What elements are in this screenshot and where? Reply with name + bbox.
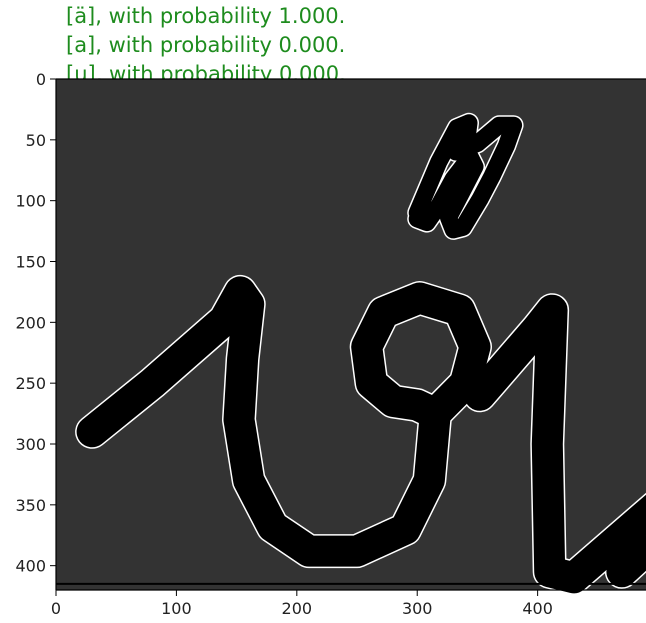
y-tick-label: 200 [15, 313, 46, 332]
letter-stroke-right [464, 294, 646, 594]
axes: 0 100 200 300 400 0 50 100 150 200 250 300 350 400 [15, 70, 646, 618]
y-tick-label: 100 [15, 192, 46, 211]
y-tick-label: 0 [36, 70, 46, 89]
y-tick-label: 150 [15, 253, 46, 272]
x-tick-label: 200 [282, 599, 313, 618]
y-tick-label: 50 [26, 131, 46, 150]
diacritic-stroke [408, 114, 523, 239]
x-tick-label: 0 [51, 599, 61, 618]
letter-loop [351, 282, 491, 430]
y-tick-label: 350 [15, 496, 46, 515]
y-tick-label: 300 [15, 435, 46, 454]
y-tick-label: 250 [15, 374, 46, 393]
letter-stroke-left [76, 276, 451, 567]
prediction-label-1: [ä], with probability 1.000. [66, 4, 346, 28]
x-tick-label: 300 [402, 599, 433, 618]
x-tick-label: 100 [161, 599, 192, 618]
handwriting-strokes [56, 112, 646, 595]
prediction-label-2: [a], with probability 0.000. [66, 33, 346, 57]
x-tick-label: 400 [522, 599, 553, 618]
y-tick-label: 400 [15, 557, 46, 576]
